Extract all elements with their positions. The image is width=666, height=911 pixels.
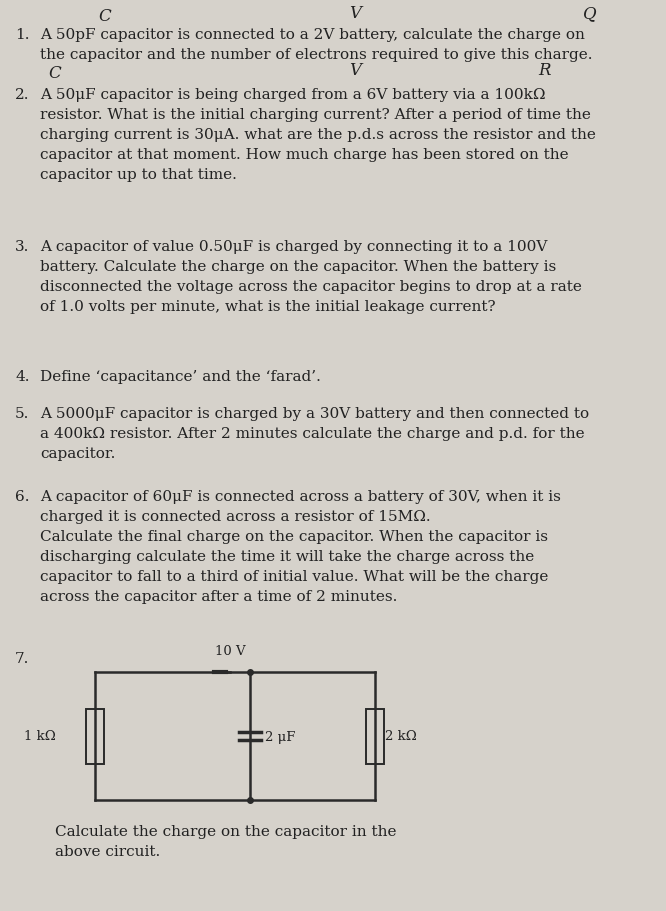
Text: capacitor at that moment. How much charge has been stored on the: capacitor at that moment. How much charg… [40,148,569,162]
Text: capacitor up to that time.: capacitor up to that time. [40,168,237,182]
Text: 2 μF: 2 μF [265,731,296,743]
Text: Define ‘capacitance’ and the ‘farad’.: Define ‘capacitance’ and the ‘farad’. [40,370,321,384]
Text: A 5000μF capacitor is charged by a 30V battery and then connected to: A 5000μF capacitor is charged by a 30V b… [40,407,589,421]
Text: C: C [99,8,111,25]
Text: 7.: 7. [15,652,29,666]
Text: a 400kΩ resistor. After 2 minutes calculate the charge and p.d. for the: a 400kΩ resistor. After 2 minutes calcul… [40,427,585,441]
Text: the capacitor and the number of electrons required to give this charge.: the capacitor and the number of electron… [40,48,593,62]
Text: disconnected the voltage across the capacitor begins to drop at a rate: disconnected the voltage across the capa… [40,280,582,294]
Text: A capacitor of value 0.50μF is charged by connecting it to a 100V: A capacitor of value 0.50μF is charged b… [40,240,547,254]
Text: resistor. What is the initial charging current? After a period of time the: resistor. What is the initial charging c… [40,108,591,122]
Text: Q: Q [583,5,597,22]
Text: 5.: 5. [15,407,29,421]
Text: A 50pF capacitor is connected to a 2V battery, calculate the charge on: A 50pF capacitor is connected to a 2V ba… [40,28,585,42]
Text: 10 V: 10 V [214,645,245,658]
Text: capacitor to fall to a third of initial value. What will be the charge: capacitor to fall to a third of initial … [40,570,548,584]
Text: A capacitor of 60μF is connected across a battery of 30V, when it is: A capacitor of 60μF is connected across … [40,490,561,504]
Bar [366,709,384,763]
Bar [86,709,104,763]
Text: discharging calculate the time it will take the charge across the: discharging calculate the time it will t… [40,550,534,564]
Text: across the capacitor after a time of 2 minutes.: across the capacitor after a time of 2 m… [40,590,398,604]
Text: 1 kΩ: 1 kΩ [24,731,56,743]
Text: Calculate the final charge on the capacitor. When the capacitor is: Calculate the final charge on the capaci… [40,530,548,544]
Text: V: V [349,5,361,22]
Text: charging current is 30μA. what are the p.d.s across the resistor and the: charging current is 30μA. what are the p… [40,128,596,142]
Text: Calculate the charge on the capacitor in the: Calculate the charge on the capacitor in… [55,825,396,839]
Text: 1.: 1. [15,28,29,42]
Text: 4.: 4. [15,370,29,384]
Text: 2.: 2. [15,88,29,102]
Text: above circuit.: above circuit. [55,845,161,859]
Text: R: R [539,62,551,79]
Text: of 1.0 volts per minute, what is the initial leakage current?: of 1.0 volts per minute, what is the ini… [40,300,496,314]
Text: C: C [49,65,61,82]
Text: battery. Calculate the charge on the capacitor. When the battery is: battery. Calculate the charge on the cap… [40,260,556,274]
Text: A 50μF capacitor is being charged from a 6V battery via a 100kΩ: A 50μF capacitor is being charged from a… [40,88,545,102]
Text: 3.: 3. [15,240,29,254]
Text: charged it is connected across a resistor of 15MΩ.: charged it is connected across a resisto… [40,510,431,524]
Text: 6.: 6. [15,490,29,504]
Text: capacitor.: capacitor. [40,447,115,461]
Text: 2 kΩ: 2 kΩ [385,731,417,743]
Text: V: V [349,62,361,79]
